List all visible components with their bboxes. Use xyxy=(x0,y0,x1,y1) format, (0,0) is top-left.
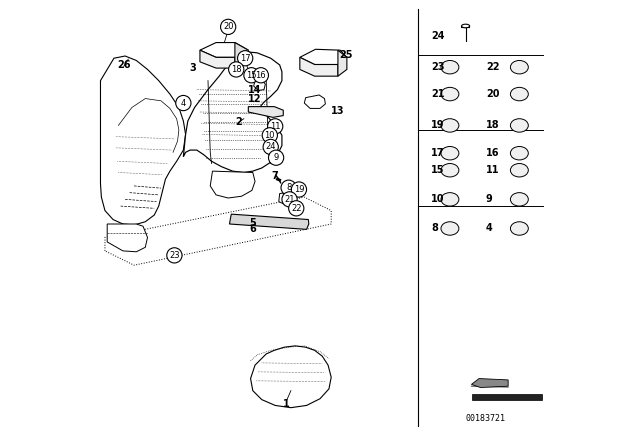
Text: 20: 20 xyxy=(223,22,234,31)
Text: 25: 25 xyxy=(339,50,353,60)
Circle shape xyxy=(291,182,307,197)
Text: 8: 8 xyxy=(286,183,291,192)
Text: 9: 9 xyxy=(273,153,279,162)
Text: 16: 16 xyxy=(255,71,266,80)
Text: 17: 17 xyxy=(240,54,250,63)
Ellipse shape xyxy=(441,60,459,74)
Text: 14: 14 xyxy=(248,85,261,95)
Text: 20: 20 xyxy=(486,89,499,99)
Polygon shape xyxy=(279,193,294,205)
Text: 6: 6 xyxy=(250,224,256,234)
Polygon shape xyxy=(248,107,284,117)
Polygon shape xyxy=(184,52,282,172)
Ellipse shape xyxy=(511,146,529,160)
Circle shape xyxy=(237,51,253,66)
Polygon shape xyxy=(210,171,255,198)
Text: 00183721: 00183721 xyxy=(466,414,506,423)
Ellipse shape xyxy=(511,60,529,74)
Text: 22: 22 xyxy=(486,62,499,72)
Polygon shape xyxy=(230,214,309,229)
Text: 18: 18 xyxy=(231,65,241,74)
Text: 1: 1 xyxy=(283,399,290,409)
Circle shape xyxy=(176,95,191,111)
Polygon shape xyxy=(300,57,338,76)
Polygon shape xyxy=(200,50,235,68)
Polygon shape xyxy=(200,43,248,57)
Text: 7: 7 xyxy=(272,171,278,181)
Circle shape xyxy=(244,68,259,83)
Polygon shape xyxy=(300,49,347,65)
Polygon shape xyxy=(472,394,541,400)
Polygon shape xyxy=(100,56,186,225)
Text: 8: 8 xyxy=(431,224,438,233)
Circle shape xyxy=(269,150,284,165)
Text: 2: 2 xyxy=(235,117,242,127)
Ellipse shape xyxy=(511,193,529,206)
Text: 19: 19 xyxy=(294,185,304,194)
Ellipse shape xyxy=(441,146,459,160)
Polygon shape xyxy=(472,379,508,388)
Text: 26: 26 xyxy=(117,60,131,70)
Circle shape xyxy=(262,128,278,143)
Text: 22: 22 xyxy=(291,204,301,213)
Circle shape xyxy=(253,68,269,83)
Text: 21: 21 xyxy=(431,89,445,99)
Circle shape xyxy=(221,19,236,34)
Text: 13: 13 xyxy=(331,106,345,116)
Circle shape xyxy=(281,180,296,195)
Text: 4: 4 xyxy=(486,224,493,233)
Ellipse shape xyxy=(441,164,459,177)
Text: 15: 15 xyxy=(431,165,445,175)
Text: 18: 18 xyxy=(486,121,499,130)
Circle shape xyxy=(228,62,244,77)
Text: 23: 23 xyxy=(169,251,180,260)
Ellipse shape xyxy=(511,119,529,132)
Text: 17: 17 xyxy=(431,148,445,158)
Circle shape xyxy=(167,248,182,263)
Circle shape xyxy=(268,119,283,134)
Ellipse shape xyxy=(441,222,459,235)
Polygon shape xyxy=(305,95,325,108)
Circle shape xyxy=(282,192,297,207)
Text: 10: 10 xyxy=(431,194,445,204)
Ellipse shape xyxy=(461,24,470,28)
Circle shape xyxy=(263,139,278,155)
Polygon shape xyxy=(338,50,347,76)
Ellipse shape xyxy=(511,222,529,235)
Ellipse shape xyxy=(511,87,529,101)
Text: 23: 23 xyxy=(431,62,445,72)
Text: 4: 4 xyxy=(180,99,186,108)
Text: 16: 16 xyxy=(486,148,499,158)
Polygon shape xyxy=(108,224,148,252)
Polygon shape xyxy=(253,80,266,90)
Circle shape xyxy=(289,201,304,216)
Ellipse shape xyxy=(441,119,459,132)
Text: 10: 10 xyxy=(264,131,275,140)
Text: 19: 19 xyxy=(431,121,445,130)
Text: 11: 11 xyxy=(270,122,280,131)
Text: 5: 5 xyxy=(250,218,256,228)
Text: 11: 11 xyxy=(486,165,499,175)
Text: 9: 9 xyxy=(486,194,493,204)
Text: 3: 3 xyxy=(189,63,196,73)
Ellipse shape xyxy=(441,193,459,206)
Text: 15: 15 xyxy=(246,71,257,80)
Ellipse shape xyxy=(441,87,459,101)
Text: 12: 12 xyxy=(248,95,261,104)
Polygon shape xyxy=(235,43,248,68)
Text: 21: 21 xyxy=(284,195,295,204)
Polygon shape xyxy=(105,197,332,265)
Ellipse shape xyxy=(511,164,529,177)
Text: 24: 24 xyxy=(266,142,276,151)
Text: 24: 24 xyxy=(431,31,445,41)
Polygon shape xyxy=(251,346,332,408)
